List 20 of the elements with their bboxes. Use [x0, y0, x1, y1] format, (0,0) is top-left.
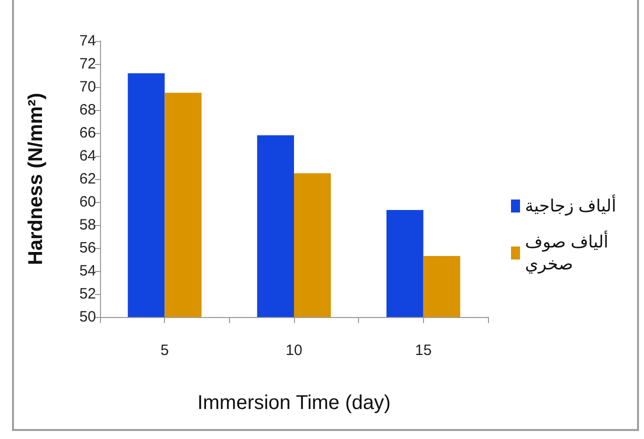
- y-tick-label: 68: [79, 102, 96, 118]
- y-tick-label: 64: [79, 148, 96, 164]
- x-tick-label: 15: [414, 342, 432, 359]
- y-tick-label: 54: [79, 262, 96, 280]
- y-tick-label: 50: [79, 308, 96, 326]
- y-tick-label: 56: [79, 240, 96, 256]
- x-axis-title: Immersion Time (day): [197, 392, 391, 414]
- legend-label: ألياف صوف صخري: [525, 230, 608, 274]
- y-tick-label: 72: [79, 56, 96, 72]
- y-tick-label: 74: [79, 32, 96, 50]
- y-axis-title: Hardness (N/mm²): [25, 92, 47, 266]
- x-tick-label: 10: [286, 342, 302, 359]
- y-tick-label: 62: [79, 170, 96, 188]
- y-tick-label: 58: [79, 216, 96, 234]
- legend-label: ألياف زجاجية: [525, 194, 616, 216]
- y-tick-label: 66: [79, 124, 96, 142]
- y-tick-label: 52: [79, 286, 96, 302]
- x-tick-label: 5: [160, 342, 169, 359]
- y-tick-label: 70: [79, 78, 96, 96]
- y-tick-label: 60: [79, 194, 96, 210]
